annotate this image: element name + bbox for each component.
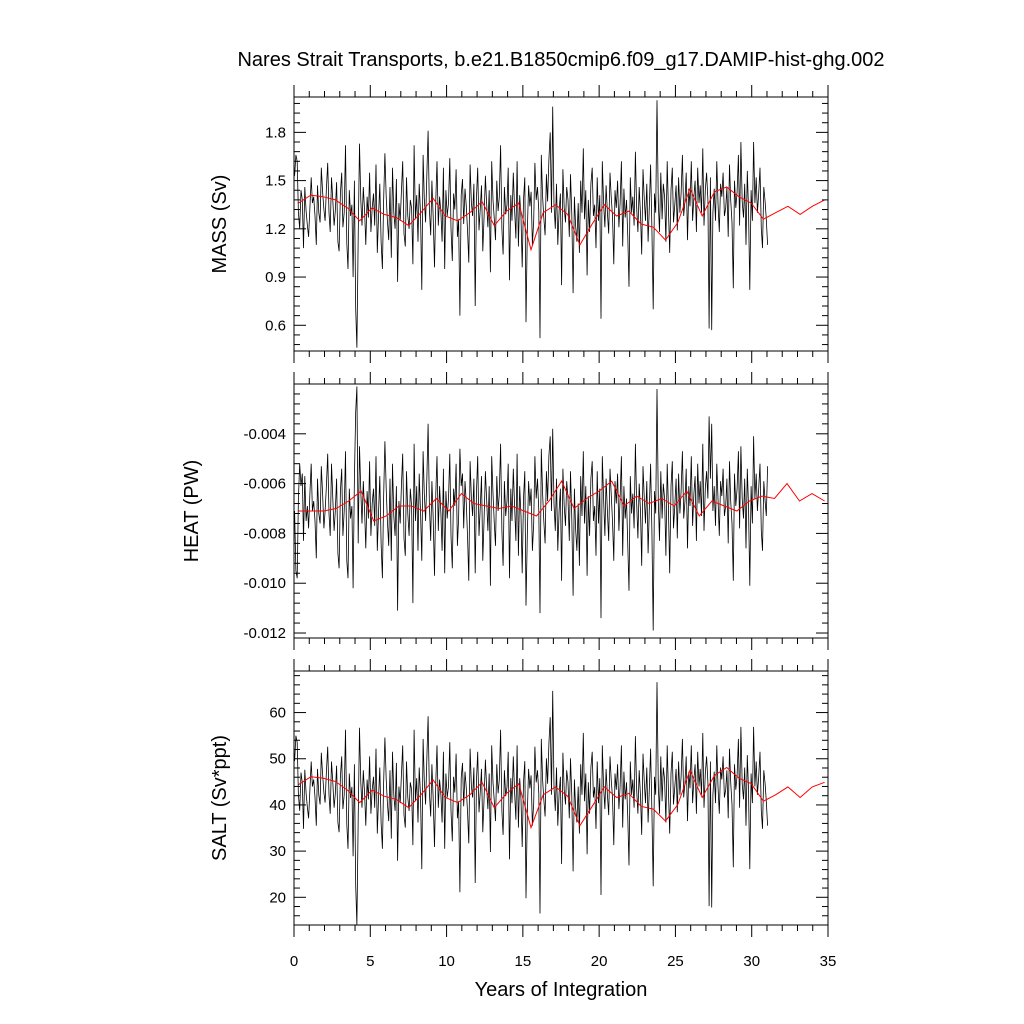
y-tick-label: -0.010	[243, 575, 286, 592]
y-tick-label: 30	[269, 843, 286, 860]
y-tick-label: 1.5	[265, 173, 286, 190]
y-tick-label: 60	[269, 705, 286, 722]
x-axis-ticks: 0 5 10 15 20 25 30 35	[290, 953, 837, 970]
series-annual-mean-line	[298, 186, 825, 252]
series-monthly-line	[294, 100, 768, 348]
series-annual-mean-line	[298, 480, 825, 522]
y-tick-label: -0.004	[243, 426, 286, 443]
y-tick-label: 0.6	[265, 317, 286, 334]
panel-frame	[293, 96, 829, 352]
x-tick-label: 0	[290, 953, 298, 970]
x-tick-label: 5	[366, 953, 374, 970]
y-tick-label: -0.008	[243, 525, 286, 542]
y-tick-label: -0.012	[243, 625, 286, 642]
panel-frame	[293, 670, 829, 926]
panel-2: -0.012 -0.010 -0.008 -0.006 -0.004 HEAT (PW)	[181, 372, 829, 650]
x-tick-label: 20	[591, 953, 608, 970]
x-tick-label: 30	[743, 953, 760, 970]
x-tick-label: 25	[667, 953, 684, 970]
y-tick-label: 50	[269, 751, 286, 768]
series-monthly-line	[294, 682, 768, 925]
series-monthly-line	[294, 386, 768, 631]
y-tick-label: 20	[269, 889, 286, 906]
x-tick-label: 35	[820, 953, 837, 970]
panel-1: 0.6 0.9 1.2 1.5 1.8 MASS (Sv)	[209, 85, 829, 363]
y-axis-label: MASS (Sv)	[209, 175, 231, 274]
y-tick-label: 40	[269, 797, 286, 814]
y-tick-label: 1.2	[265, 221, 286, 238]
x-axis-label: Years of Integration	[475, 979, 648, 1001]
series-annual-mean-line	[298, 766, 825, 830]
chart-title: Nares Strait Transports, b.e21.B1850cmip…	[237, 49, 884, 71]
y-tick-label: 0.9	[265, 269, 286, 286]
panel-frame	[293, 383, 829, 639]
y-axis-label: SALT (Sv*ppt)	[209, 735, 231, 861]
panel-3: 20 30 40 50 60 SALT (Sv*ppt)	[209, 659, 829, 937]
y-axis-label: HEAT (PW)	[181, 460, 203, 563]
y-tick-label: -0.006	[243, 476, 286, 493]
y-tick-label: 1.8	[265, 124, 286, 141]
x-tick-label: 10	[438, 953, 455, 970]
x-tick-label: 15	[515, 953, 532, 970]
